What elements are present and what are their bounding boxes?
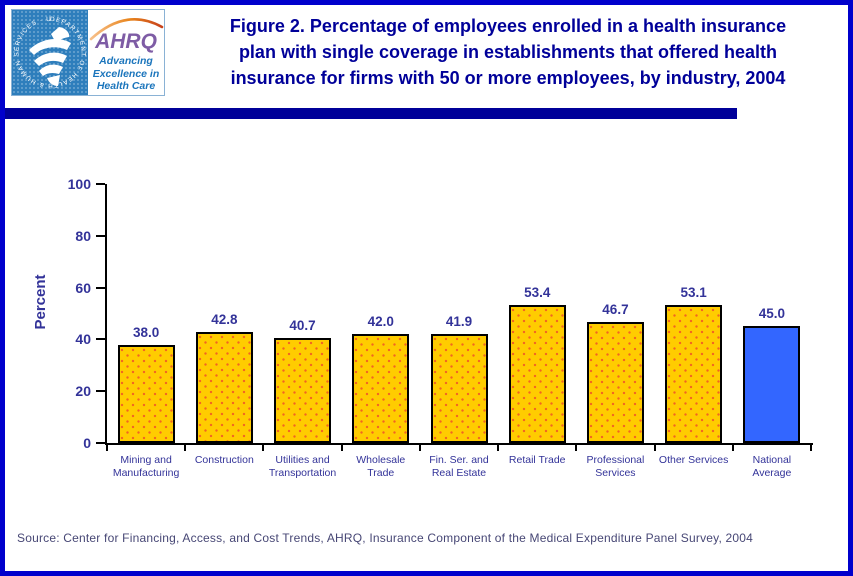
bar-value-retail-trade: 53.4 xyxy=(524,285,551,300)
x-label-mining-and-manufacturing: Mining and Manufacturing xyxy=(112,454,180,479)
x-label-fin-ser-and-real-estate: Fin. Ser. and Real Estate xyxy=(429,454,489,479)
bar-value-mining-and-manufacturing: 38.0 xyxy=(132,325,160,340)
x-tick-mark xyxy=(575,445,578,451)
ahrq-swoosh-icon xyxy=(89,18,164,41)
bar-other-services xyxy=(665,305,723,443)
bar-construction xyxy=(195,332,253,443)
y-tick-label: 100 xyxy=(67,176,91,192)
ahrq-tagline: Advancing Excellence in Health Care xyxy=(92,55,160,92)
title-line-2: plan with single coverage in establishme… xyxy=(238,42,778,62)
x-label-construction: Construction xyxy=(194,454,254,466)
x-tick-mark xyxy=(653,445,656,451)
x-tick-mark xyxy=(340,445,343,451)
bar-value-wholesale-trade: 42.0 xyxy=(367,314,394,329)
x-tick-mark xyxy=(497,445,500,451)
svg-text:DEPARTMENT OF HEALTH & HUMAN S: DEPARTMENT OF HEALTH & HUMAN SERVICES · … xyxy=(12,10,87,89)
bar-value-construction: 42.8 xyxy=(211,312,238,327)
bar-retail-trade xyxy=(508,305,566,443)
hhs-eagle-icon: DEPARTMENT OF HEALTH & HUMAN SERVICES · … xyxy=(12,10,87,89)
x-tick-mark xyxy=(810,445,812,451)
ahrq-brand-box: AHRQ Advancing Excellence in Health Care xyxy=(88,10,164,95)
x-label-professional-services: Professional Services xyxy=(586,454,645,479)
y-axis-title: Percent xyxy=(32,274,49,330)
y-tick-mark xyxy=(96,183,105,185)
y-tick-mark xyxy=(96,234,105,237)
y-tick-label: 80 xyxy=(75,227,91,244)
bar-fin-ser-and-real-estate xyxy=(430,334,488,443)
y-tick-label: 40 xyxy=(75,331,91,348)
bar-wholesale-trade xyxy=(352,334,410,443)
bar-value-professional-services: 46.7 xyxy=(602,302,629,317)
bar-value-national-average: 45.0 xyxy=(758,306,786,321)
x-tick-mark xyxy=(262,445,265,451)
y-tick-mark xyxy=(96,286,105,289)
title-line-3: insurance for firms with 50 or more empl… xyxy=(230,68,786,88)
y-tick-label: 60 xyxy=(75,279,91,296)
y-tick-mark xyxy=(96,442,105,444)
bar-value-other-services: 53.1 xyxy=(680,285,707,300)
source-note: Source: Center for Financing, Access, an… xyxy=(17,531,754,545)
bar-mining-and-manufacturing xyxy=(117,345,175,443)
y-axis-line xyxy=(105,184,107,445)
x-label-retail-trade: Retail Trade xyxy=(508,454,566,466)
hhs-seal-ring-text: DEPARTMENT OF HEALTH & HUMAN SERVICES · … xyxy=(12,10,85,89)
x-axis-line xyxy=(105,443,813,445)
hhs-ahrq-logo: DEPARTMENT OF HEALTH & HUMAN SERVICES · … xyxy=(11,9,165,96)
x-tick-mark xyxy=(731,445,734,451)
figure-title: Figure 2. Percentage of employees enroll… xyxy=(178,13,838,91)
x-tick-mark xyxy=(418,445,421,451)
plot-area: 0 20 40 60 80 100 38.0 Mining and Manufacturing… xyxy=(68,176,813,479)
bar-utilities-and-transportation xyxy=(274,338,332,443)
bar-value-fin-ser-and-real-estate: 41.9 xyxy=(445,314,473,329)
x-label-other-services: Other Services xyxy=(658,454,729,466)
x-label-utilities-and-transportation: Utilities and Transportation xyxy=(268,454,337,479)
y-tick-mark xyxy=(96,390,105,393)
title-line-1: Figure 2. Percentage of employees enroll… xyxy=(229,16,787,36)
y-tick-label: 20 xyxy=(75,383,91,400)
y-tick-label: 0 xyxy=(83,435,91,451)
x-tick-mark xyxy=(106,445,108,451)
hhs-seal: DEPARTMENT OF HEALTH & HUMAN SERVICES · … xyxy=(12,10,88,95)
ahrq-wordmark: AHRQ xyxy=(95,30,157,53)
bar-professional-services xyxy=(586,322,644,443)
x-tick-mark xyxy=(184,445,187,451)
bar-national-average xyxy=(743,326,801,443)
y-tick-mark xyxy=(96,338,105,341)
separator-bar xyxy=(5,108,737,119)
bar-value-utilities-and-transportation: 40.7 xyxy=(289,318,316,333)
x-label-national-average: National Average xyxy=(752,454,792,479)
x-label-wholesale-trade: Wholesale Trade xyxy=(356,454,406,479)
